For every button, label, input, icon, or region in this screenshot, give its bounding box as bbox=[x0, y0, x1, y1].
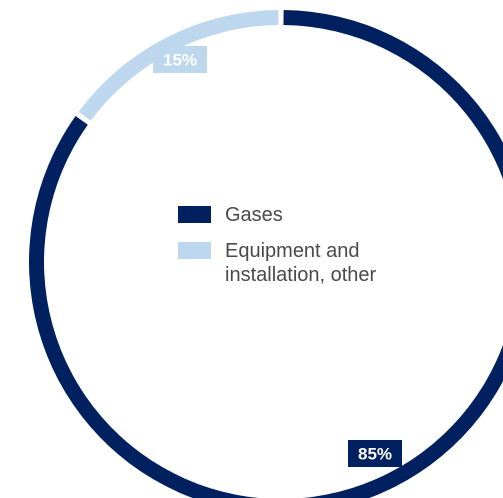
data-label-equipment: 15% bbox=[153, 46, 207, 73]
data-label-text: 15% bbox=[163, 51, 197, 70]
data-label-bg bbox=[348, 440, 402, 467]
legend: Gases Equipment and installation, other bbox=[178, 203, 478, 299]
legend-swatch-equipment bbox=[178, 242, 211, 259]
data-label-text: 85% bbox=[358, 445, 392, 464]
legend-item-gases: Gases bbox=[178, 203, 478, 227]
data-label-gases: 85% bbox=[348, 440, 402, 467]
donut-slice-equipment bbox=[78, 10, 279, 121]
legend-swatch-gases bbox=[178, 206, 211, 223]
legend-label-gases: Gases bbox=[225, 204, 283, 226]
data-label-bg bbox=[153, 46, 207, 73]
legend-label-equipment: Equipment and installation, other bbox=[225, 240, 377, 286]
legend-item-equipment: Equipment and installation, other bbox=[178, 239, 478, 287]
